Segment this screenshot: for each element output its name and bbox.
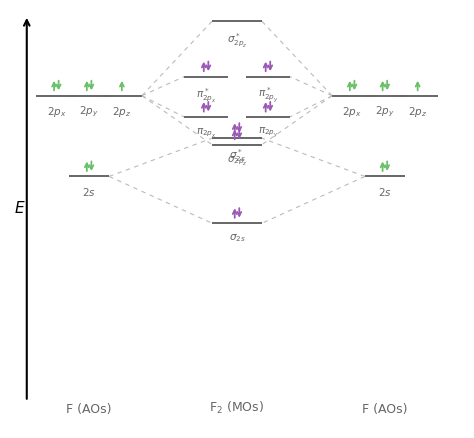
Text: $2s$: $2s$ xyxy=(82,186,96,198)
Text: $\sigma^*_{2p_z}$: $\sigma^*_{2p_z}$ xyxy=(227,31,247,49)
Text: $\pi^*_{2p_y}$: $\pi^*_{2p_y}$ xyxy=(258,86,278,105)
Text: $E$: $E$ xyxy=(14,200,25,216)
Text: $2s$: $2s$ xyxy=(378,186,392,198)
Text: F$_2$ (MOs): F$_2$ (MOs) xyxy=(210,399,264,416)
Text: $2p_x$: $2p_x$ xyxy=(342,105,362,119)
Text: $2p_z$: $2p_z$ xyxy=(408,105,427,119)
Text: $\pi_{2p_y}$: $\pi_{2p_y}$ xyxy=(258,126,278,141)
Text: F (AOs): F (AOs) xyxy=(66,403,112,416)
Text: $2p_y$: $2p_y$ xyxy=(375,105,395,120)
Text: $2p_z$: $2p_z$ xyxy=(112,105,131,119)
Text: F (AOs): F (AOs) xyxy=(362,403,408,416)
Text: $2p_y$: $2p_y$ xyxy=(79,105,99,120)
Text: $\sigma_{2p_z}$: $\sigma_{2p_z}$ xyxy=(227,154,247,167)
Text: $\sigma^*_{2s}$: $\sigma^*_{2s}$ xyxy=(228,148,246,164)
Text: $\pi_{2p_x}$: $\pi_{2p_x}$ xyxy=(196,126,216,139)
Text: $\pi^*_{2p_x}$: $\pi^*_{2p_x}$ xyxy=(196,86,216,104)
Text: $2p_x$: $2p_x$ xyxy=(46,105,66,119)
Text: $\sigma_{2s}$: $\sigma_{2s}$ xyxy=(228,233,246,244)
